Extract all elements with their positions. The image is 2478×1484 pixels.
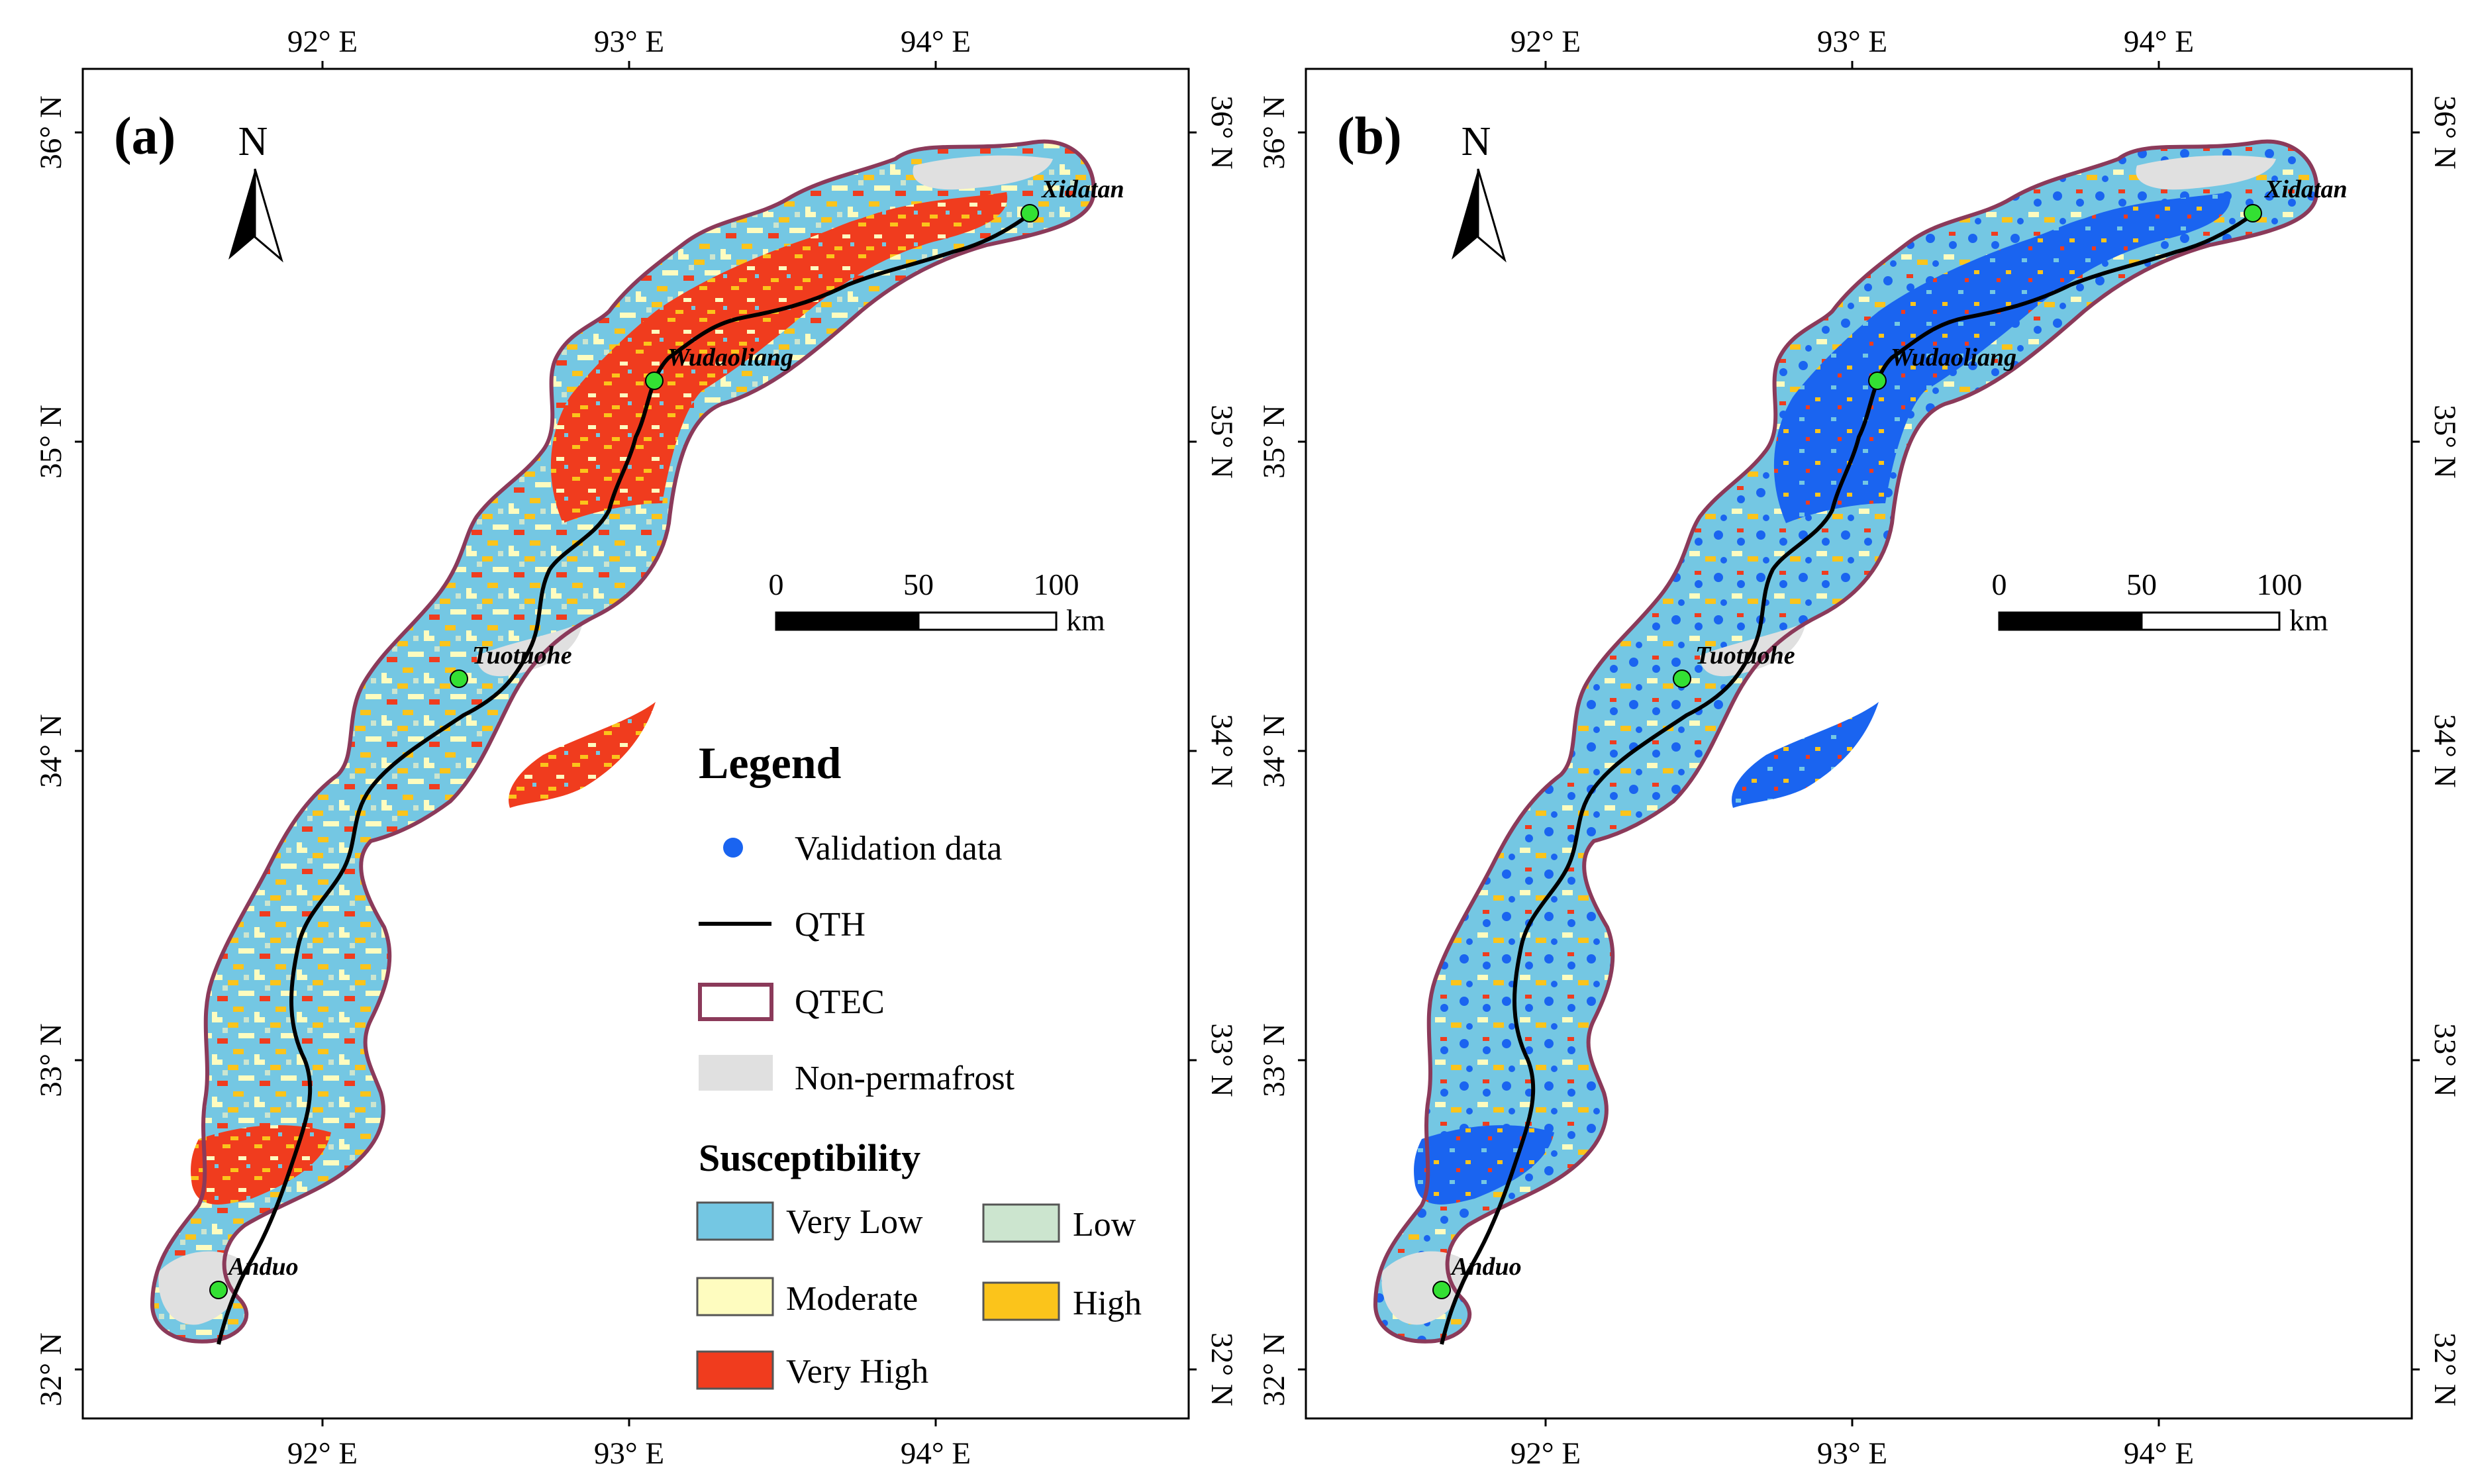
city-label: Tuotuohe xyxy=(472,642,572,669)
legend-label: Very High xyxy=(786,1353,928,1391)
lat-tick-left: 34° N xyxy=(1257,714,1291,788)
lat-tick-right: 36° N xyxy=(2428,95,2462,170)
lat-tick-left: 32° N xyxy=(34,1332,68,1407)
lat-axis-a: 36° N 35° N 34° N 33° N 32° N 36° N 35° … xyxy=(34,95,1239,1407)
city-label: Wudaoliang xyxy=(668,344,793,371)
city-label: Anduo xyxy=(1450,1253,1522,1281)
lat-tick-left: 33° N xyxy=(34,1023,68,1097)
lat-tick-right: 33° N xyxy=(2428,1023,2462,1097)
lat-tick-left: 35° N xyxy=(34,405,68,479)
panel-label: (b) xyxy=(1337,107,1402,166)
lon-tick-bottom: 94° E xyxy=(2124,1436,2194,1471)
scale-bar: 0 50 100 km xyxy=(1992,568,2329,637)
city-label: Anduo xyxy=(227,1253,299,1281)
city-label: Wudaoliang xyxy=(1891,344,2016,371)
lon-axis-a: 92° E 93° E 94° E 92° E 93° E 94° E xyxy=(287,25,971,1471)
lat-tick-right: 32° N xyxy=(1205,1332,1239,1407)
lat-tick-right: 35° N xyxy=(2428,405,2462,479)
lon-axis-b: 92° E 93° E 94° E 92° E 93° E 94° E xyxy=(1511,25,2194,1471)
legend-label: Low xyxy=(1073,1206,1136,1244)
scale-label: 100 xyxy=(1034,568,1079,601)
svg-text:N: N xyxy=(1462,119,1491,164)
susceptibility-title: Susceptibility xyxy=(699,1136,920,1179)
lat-tick-right: 32° N xyxy=(2428,1332,2462,1407)
scale-label: 50 xyxy=(903,568,934,601)
scale-bar: 0 50 100 km xyxy=(769,568,1106,637)
lon-tick-top: 92° E xyxy=(1511,25,1581,59)
lat-tick-left: 32° N xyxy=(1257,1332,1291,1407)
lon-tick-top: 92° E xyxy=(287,25,358,59)
lon-tick-bottom: 94° E xyxy=(901,1436,971,1471)
lat-tick-right: 34° N xyxy=(1205,714,1239,788)
scale-label: 100 xyxy=(2257,568,2303,601)
lon-tick-top: 94° E xyxy=(901,25,971,59)
legend-label: Validation data xyxy=(795,830,1002,867)
city-markers-a: Xidatan Wudaoliang Tuotuohe Anduo xyxy=(209,175,1124,1299)
lon-tick-bottom: 92° E xyxy=(1511,1436,1581,1471)
very-low-swatch xyxy=(696,1201,774,1241)
validation-point-icon xyxy=(723,838,743,858)
legend: Legend Validation data QTH QTEC Non-perm… xyxy=(696,738,1142,1391)
svg-text:N: N xyxy=(238,119,268,164)
lon-tick-top: 93° E xyxy=(594,25,664,59)
high-swatch xyxy=(982,1281,1060,1321)
legend-label: QTH xyxy=(795,906,866,944)
map-panel-a: 92° E 93° E 94° E 92° E 93° E 94° E 36° … xyxy=(34,25,1239,1471)
lat-tick-right: 36° N xyxy=(1205,95,1239,170)
city-label: Tuotuohe xyxy=(1695,642,1795,669)
legend-label: Moderate xyxy=(786,1280,918,1318)
panel-label: (a) xyxy=(114,107,175,166)
lat-tick-left: 34° N xyxy=(34,714,68,788)
lon-tick-top: 94° E xyxy=(2124,25,2194,59)
map-panel-b: 92° E 93° E 94° E 92° E 93° E 94° E 36° … xyxy=(1257,25,2462,1471)
scale-label: 50 xyxy=(2126,568,2157,601)
north-arrow-icon: N xyxy=(1452,119,1507,263)
non-permafrost-swatch xyxy=(699,1055,773,1091)
low-swatch xyxy=(982,1203,1060,1243)
city-label: Xidatan xyxy=(2264,175,2348,203)
lat-tick-left: 35° N xyxy=(1257,405,1291,479)
scale-label: 0 xyxy=(769,568,784,601)
north-arrow-icon: N xyxy=(228,119,283,263)
city-markers-b: Xidatan Wudaoliang Tuotuohe Anduo xyxy=(1432,175,2348,1299)
legend-label: High xyxy=(1073,1285,1142,1322)
scale-label: 0 xyxy=(1992,568,2007,601)
lat-tick-left: 36° N xyxy=(1257,95,1291,170)
corridor-outline-icon xyxy=(698,983,773,1021)
legend-title: Legend xyxy=(699,738,842,788)
lat-tick-right: 33° N xyxy=(1205,1023,1239,1097)
legend-label: Very Low xyxy=(786,1203,923,1241)
scale-unit: km xyxy=(1066,603,1105,637)
lat-tick-left: 36° N xyxy=(34,95,68,170)
legend-label: Non-permafrost xyxy=(795,1060,1015,1097)
lat-axis-b: 36° N 35° N 34° N 33° N 32° N 36° N 35° … xyxy=(1257,95,2462,1407)
lon-tick-bottom: 93° E xyxy=(1817,1436,1887,1471)
lon-tick-bottom: 93° E xyxy=(594,1436,664,1471)
legend-label: QTEC xyxy=(795,983,885,1021)
city-label: Xidatan xyxy=(1041,175,1124,203)
lon-tick-bottom: 92° E xyxy=(287,1436,358,1471)
lat-tick-right: 34° N xyxy=(2428,714,2462,788)
moderate-swatch xyxy=(696,1277,774,1316)
lon-tick-top: 93° E xyxy=(1817,25,1887,59)
lat-tick-right: 35° N xyxy=(1205,405,1239,479)
scale-unit: km xyxy=(2289,603,2328,637)
lat-tick-left: 33° N xyxy=(1257,1023,1291,1097)
very-high-swatch xyxy=(696,1350,774,1390)
